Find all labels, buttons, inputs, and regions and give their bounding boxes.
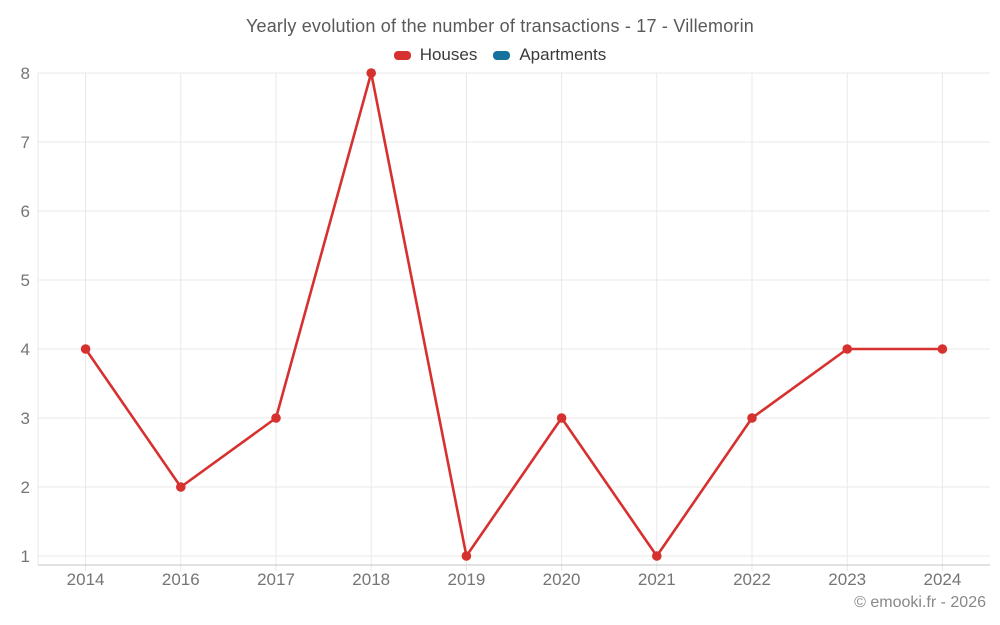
houses-data-point-2019[interactable] (461, 551, 472, 561)
legend: Houses Apartments (0, 45, 1000, 65)
houses-data-point-2020[interactable] (556, 413, 567, 423)
y-axis-label: 4 (21, 340, 30, 359)
houses-data-point-2024[interactable] (937, 344, 948, 354)
x-axis-label: 2019 (447, 570, 485, 589)
x-axis-label: 2021 (638, 570, 676, 589)
y-axis-label: 1 (21, 547, 30, 566)
houses-data-point-2018[interactable] (366, 68, 377, 78)
y-axis-label: 5 (21, 271, 30, 290)
houses-data-point-2014[interactable] (80, 344, 91, 354)
houses-data-point-2016[interactable] (176, 482, 186, 492)
copyright-credit: © emooki.fr - 2026 (854, 594, 986, 611)
x-axis-label: 2016 (162, 570, 200, 589)
apartments-legend-label: Apartments (519, 45, 607, 64)
apartments-legend-swatch-icon (493, 50, 511, 60)
houses-legend-label: Houses (419, 45, 478, 64)
houses-data-point-2023[interactable] (842, 344, 852, 354)
y-axis-label: 2 (21, 478, 30, 497)
x-axis-label: 2024 (923, 570, 961, 589)
houses-data-point-2017[interactable] (271, 413, 281, 423)
y-axis-label: 3 (21, 409, 30, 428)
y-axis-label: 6 (21, 202, 30, 221)
x-axis-label: 2023 (828, 570, 866, 589)
y-axis-label: 8 (21, 64, 30, 83)
x-axis-label: 2017 (257, 570, 295, 589)
x-axis-label: 2014 (67, 570, 105, 589)
houses-data-point-2022[interactable] (747, 413, 757, 423)
x-axis-label: 2018 (352, 570, 390, 589)
x-axis-label: 2020 (543, 570, 581, 589)
legend-item-apartments[interactable]: Apartments (493, 45, 606, 65)
x-axis-label: 2022 (733, 570, 771, 589)
houses-legend-swatch-icon (393, 50, 411, 60)
houses-series-line (84, 71, 944, 558)
legend-item-houses[interactable]: Houses (393, 45, 478, 65)
chart-title: Yearly evolution of the number of transa… (245, 16, 755, 36)
houses-data-point-2021[interactable] (652, 551, 662, 561)
y-axis-label: 7 (21, 133, 30, 152)
